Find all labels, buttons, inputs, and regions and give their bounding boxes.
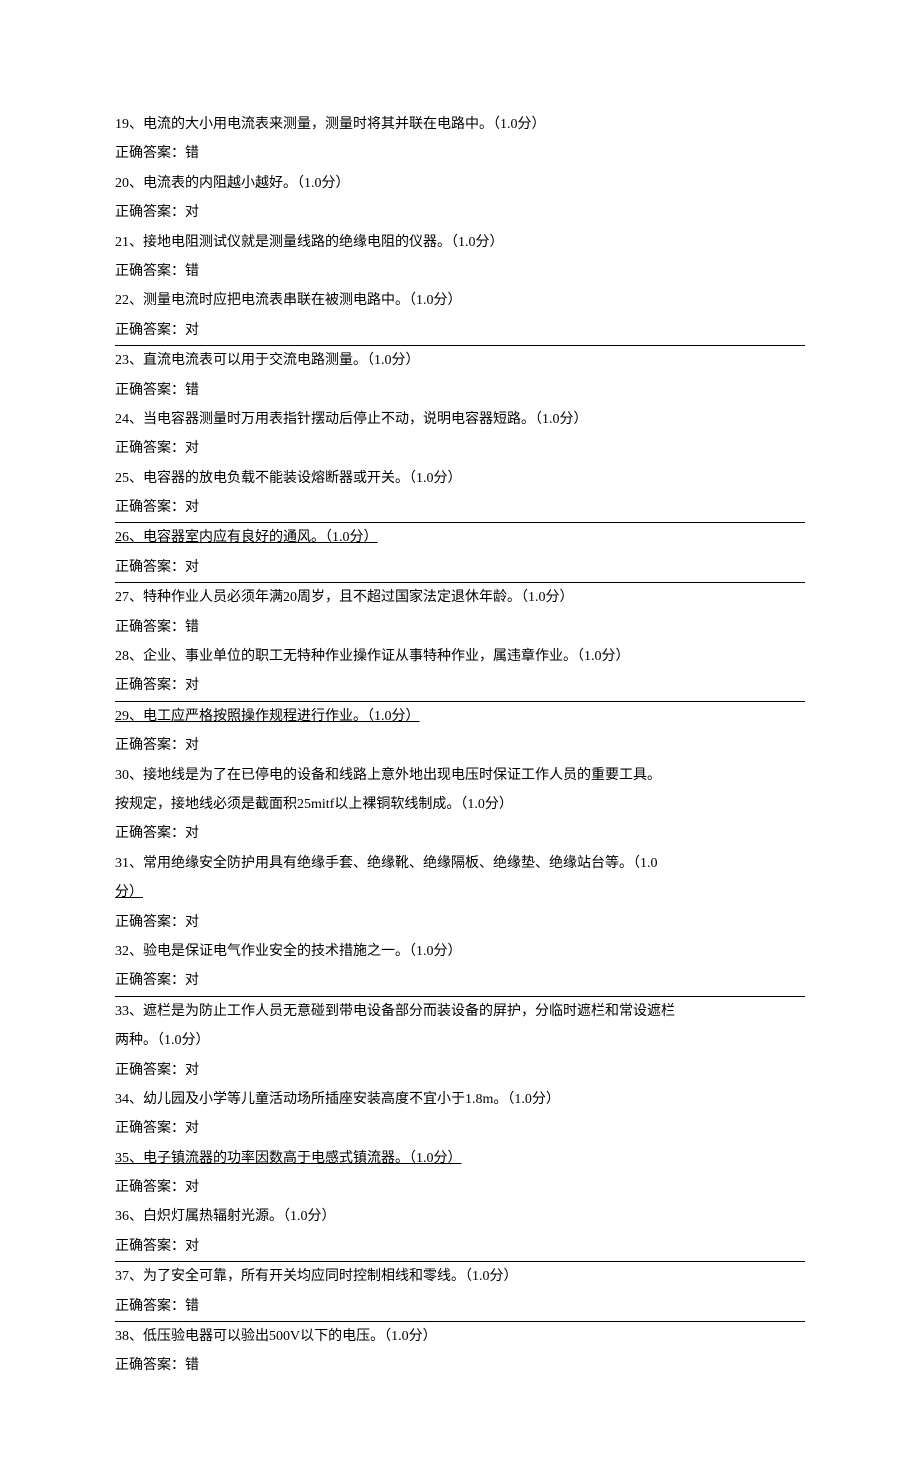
question-text: 38、低压验电器可以验出500V以下的电压。（1.0分）	[115, 1322, 805, 1351]
answer-text: 正确答案：对	[115, 316, 805, 346]
answer-text: 正确答案：对	[115, 1232, 805, 1262]
answer-text: 正确答案：错	[115, 613, 805, 642]
answer-text: 正确答案：错	[115, 1351, 805, 1380]
question-text: 33、遮栏是为防止工作人员无意碰到带电设备部分而装设备的屏护，分临时遮栏和常设遮…	[115, 997, 805, 1026]
answer-text: 正确答案：对	[115, 493, 805, 523]
question-text: 29、电工应严格按照操作规程进行作业。（1.0分）	[115, 702, 805, 731]
question-text: 24、当电容器测量时万用表指针摆动后停止不动，说明电容器短路。（1.0分）	[115, 405, 805, 434]
question-text: 26、电容器室内应有良好的通风。（1.0分）	[115, 523, 805, 552]
answer-text: 正确答案：对	[115, 553, 805, 583]
document-content: 19、电流的大小用电流表来测量，测量时将其并联在电路中。（1.0分） 正确答案：…	[115, 110, 805, 1381]
question-text: 32、验电是保证电气作业安全的技术措施之一。（1.0分）	[115, 937, 805, 966]
answer-text: 正确答案：对	[115, 966, 805, 996]
question-text: 分）	[115, 878, 805, 907]
question-text: 23、直流电流表可以用于交流电路测量。（1.0分）	[115, 346, 805, 375]
answer-text: 正确答案：对	[115, 731, 805, 760]
question-text: 22、测量电流时应把电流表串联在被测电路中。（1.0分）	[115, 286, 805, 315]
answer-text: 正确答案：对	[115, 434, 805, 463]
question-text: 21、接地电阻测试仪就是测量线路的绝缘电阻的仪器。（1.0分）	[115, 228, 805, 257]
question-text: 27、特种作业人员必须年满20周岁，且不超过国家法定退休年龄。（1.0分）	[115, 583, 805, 612]
question-text: 34、幼儿园及小学等儿童活动场所插座安装高度不宜小于1.8m。（1.0分）	[115, 1085, 805, 1114]
question-text: 31、常用绝缘安全防护用具有绝缘手套、绝缘靴、绝缘隔板、绝缘垫、绝缘站台等。（1…	[115, 849, 805, 878]
question-text: 按规定，接地线必须是截面积25mitf以上裸铜软线制成。（1.0分）	[115, 790, 805, 819]
question-text: 36、白炽灯属热辐射光源。（1.0分）	[115, 1202, 805, 1231]
question-text: 30、接地线是为了在已停电的设备和线路上意外地出现电压时保证工作人员的重要工具。	[115, 761, 805, 790]
answer-text: 正确答案：对	[115, 198, 805, 227]
answer-text: 正确答案：对	[115, 819, 805, 848]
answer-text: 正确答案：错	[115, 139, 805, 168]
question-text: 两种。（1.0分）	[115, 1026, 805, 1055]
answer-text: 正确答案：错	[115, 1292, 805, 1322]
question-text: 20、电流表的内阻越小越好。（1.0分）	[115, 169, 805, 198]
question-text: 19、电流的大小用电流表来测量，测量时将其并联在电路中。（1.0分）	[115, 110, 805, 139]
question-text: 37、为了安全可靠，所有开关均应同时控制相线和零线。（1.0分）	[115, 1262, 805, 1291]
answer-text: 正确答案：对	[115, 671, 805, 701]
answer-text: 正确答案：对	[115, 1056, 805, 1085]
answer-text: 正确答案：对	[115, 908, 805, 937]
question-text: 25、电容器的放电负载不能装设熔断器或开关。（1.0分）	[115, 464, 805, 493]
question-text: 35、电子镇流器的功率因数高于电感式镇流器。（1.0分）	[115, 1144, 805, 1173]
answer-text: 正确答案：对	[115, 1114, 805, 1143]
answer-text: 正确答案：错	[115, 257, 805, 286]
answer-text: 正确答案：错	[115, 376, 805, 405]
question-text: 28、企业、事业单位的职工无特种作业操作证从事特种作业，属违章作业。（1.0分）	[115, 642, 805, 671]
answer-text: 正确答案：对	[115, 1173, 805, 1202]
